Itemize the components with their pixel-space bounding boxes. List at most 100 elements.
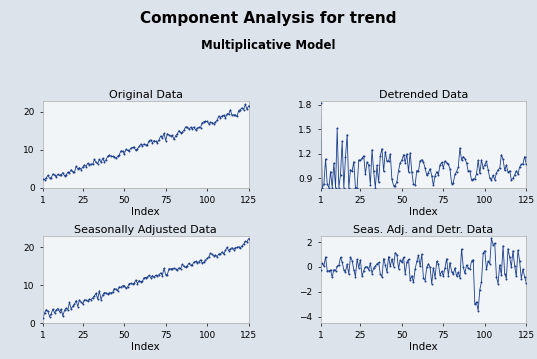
Point — [441, 265, 449, 270]
Point — [477, 279, 486, 285]
Point — [343, 132, 351, 137]
Point — [171, 266, 180, 272]
Point — [117, 285, 125, 290]
Point — [455, 275, 464, 281]
Point — [110, 286, 119, 292]
Point — [241, 101, 250, 107]
Point — [500, 167, 509, 173]
Point — [135, 144, 143, 149]
Point — [186, 262, 195, 268]
Point — [198, 260, 206, 266]
Point — [449, 271, 458, 277]
Point — [95, 157, 104, 162]
Point — [206, 251, 215, 256]
Point — [447, 181, 456, 187]
Point — [156, 133, 165, 139]
Point — [193, 126, 201, 131]
Point — [437, 269, 446, 274]
Point — [408, 273, 416, 279]
Point — [200, 260, 208, 265]
Point — [176, 130, 185, 136]
Point — [383, 269, 391, 275]
Point — [406, 150, 415, 156]
Point — [162, 138, 170, 144]
Point — [343, 261, 351, 267]
Point — [59, 170, 67, 176]
Point — [466, 266, 474, 272]
Point — [191, 127, 200, 133]
Point — [168, 266, 177, 272]
Point — [504, 169, 512, 175]
Point — [328, 274, 337, 280]
Point — [469, 176, 477, 182]
Point — [466, 168, 474, 173]
Point — [85, 296, 93, 302]
Point — [141, 275, 150, 280]
Point — [476, 171, 484, 176]
Point — [208, 251, 216, 257]
Point — [75, 165, 84, 171]
Point — [507, 264, 516, 270]
Point — [193, 260, 201, 265]
Point — [148, 273, 157, 279]
Point — [138, 143, 147, 149]
Point — [97, 159, 105, 165]
Point — [233, 244, 241, 250]
Point — [384, 158, 393, 164]
Point — [485, 261, 494, 267]
Point — [366, 182, 375, 187]
Point — [65, 300, 74, 306]
Point — [353, 256, 361, 262]
Point — [113, 153, 122, 159]
Point — [105, 290, 114, 295]
Point — [391, 250, 400, 256]
Point — [209, 253, 218, 259]
Point — [121, 285, 130, 291]
Point — [517, 276, 526, 281]
Point — [148, 140, 157, 145]
Point — [509, 248, 517, 254]
Point — [333, 264, 342, 269]
Point — [494, 281, 502, 286]
Point — [163, 272, 172, 278]
Point — [231, 112, 240, 118]
Point — [397, 260, 406, 265]
Point — [52, 174, 61, 180]
Point — [444, 273, 453, 279]
Point — [163, 131, 172, 136]
Point — [105, 152, 114, 158]
Point — [339, 185, 348, 191]
Point — [411, 266, 419, 272]
Point — [83, 160, 92, 166]
Point — [190, 259, 198, 265]
Point — [474, 308, 482, 313]
Point — [90, 157, 99, 162]
Point — [439, 165, 448, 171]
Point — [522, 280, 531, 285]
Point — [201, 118, 210, 124]
Point — [182, 124, 190, 130]
Point — [320, 181, 328, 187]
Point — [156, 270, 165, 276]
Point — [236, 245, 245, 251]
Point — [374, 180, 383, 185]
Point — [436, 162, 444, 168]
Point — [49, 171, 57, 177]
Point — [383, 158, 391, 164]
Point — [424, 261, 433, 267]
Point — [218, 113, 227, 119]
Point — [87, 297, 96, 302]
Point — [234, 108, 243, 113]
Point — [224, 248, 233, 253]
Point — [238, 105, 246, 111]
Point — [330, 160, 338, 166]
Point — [346, 167, 355, 173]
Point — [244, 236, 253, 241]
Title: Original Data: Original Data — [109, 90, 183, 100]
Point — [124, 284, 132, 290]
Point — [426, 264, 434, 270]
Point — [417, 251, 426, 257]
Point — [363, 159, 372, 165]
Point — [331, 268, 340, 274]
Point — [74, 304, 82, 309]
